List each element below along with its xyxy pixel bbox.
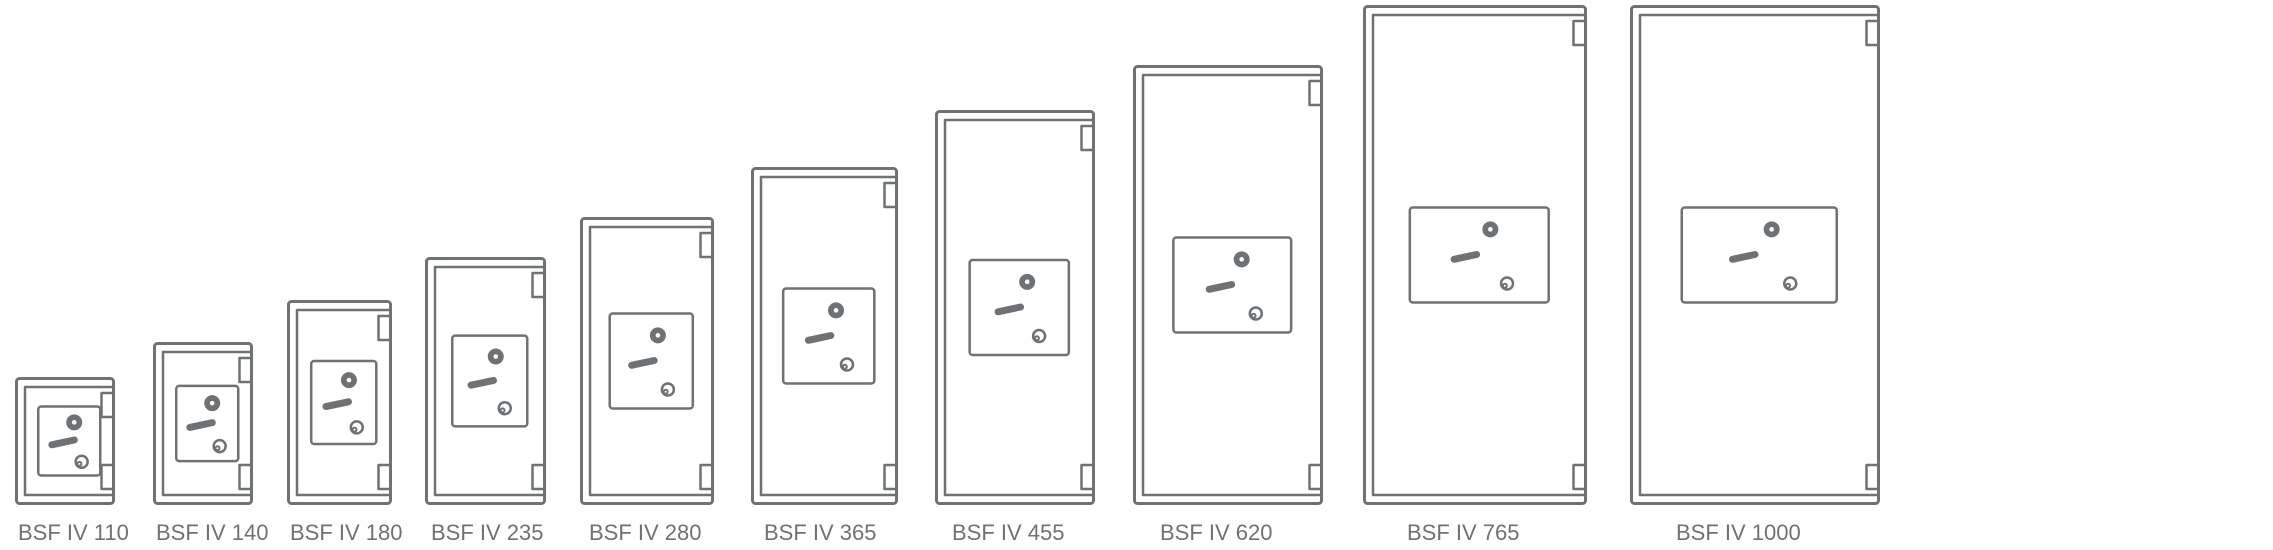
safe-illustration [287, 300, 392, 505]
safe-illustration [15, 377, 115, 505]
safe-label: BSF IV 235 [431, 520, 544, 546]
safe-illustration [580, 217, 714, 505]
safe-label: BSF IV 110 [18, 520, 129, 546]
safe-size-diagram: BSF IV 110 BSF IV 140 BSF IV 180 BSF IV 235… [0, 0, 2273, 550]
safe-illustration [1363, 5, 1587, 505]
safe-illustration [153, 342, 253, 505]
safe-label: BSF IV 1000 [1676, 520, 1801, 546]
safe-illustration [1133, 65, 1323, 505]
safe-label: BSF IV 180 [290, 520, 403, 546]
safe-label: BSF IV 140 [156, 520, 269, 546]
safe-illustration [425, 257, 546, 505]
safe-illustration [751, 167, 898, 505]
safe-label: BSF IV 620 [1160, 520, 1273, 546]
safe-label: BSF IV 365 [764, 520, 877, 546]
safe-label: BSF IV 280 [589, 520, 702, 546]
safe-illustration [935, 110, 1095, 505]
safe-illustration [1630, 5, 1880, 505]
safe-label: BSF IV 455 [952, 520, 1065, 546]
safe-label: BSF IV 765 [1407, 520, 1520, 546]
